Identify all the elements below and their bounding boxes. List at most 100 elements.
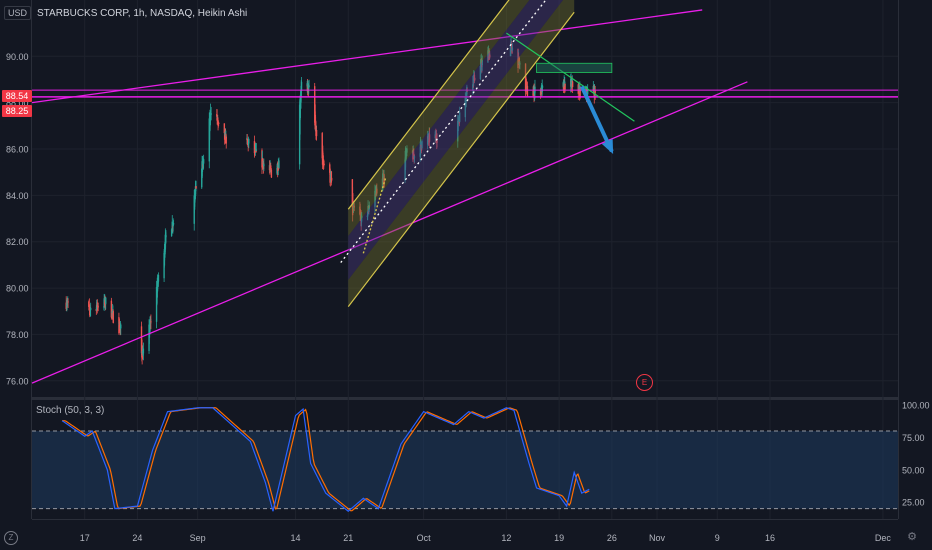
candle-body bbox=[436, 139, 438, 143]
price-tick-label: 90.00 bbox=[6, 52, 29, 62]
candle-body bbox=[308, 85, 310, 87]
candle-body bbox=[534, 86, 536, 93]
drawings-group bbox=[31, 0, 898, 384]
time-tick-label: Nov bbox=[649, 533, 666, 543]
chart-title: STARBUCKS CORP, 1h, NASDAQ, Heikin Ashi bbox=[37, 7, 248, 19]
candle-body bbox=[210, 113, 212, 115]
candle-body bbox=[120, 324, 122, 329]
candle-body bbox=[489, 54, 491, 58]
stoch-k-line[interactable] bbox=[61, 407, 590, 513]
candle-body bbox=[255, 149, 258, 151]
time-tick-label: 19 bbox=[554, 533, 564, 543]
stoch-d-line[interactable] bbox=[62, 407, 590, 512]
stoch-indicator-label[interactable]: Stoch (50, 3, 3) bbox=[36, 405, 105, 416]
candle-body bbox=[413, 156, 416, 158]
candle-body bbox=[142, 348, 145, 354]
stoch-band-fill bbox=[32, 431, 898, 509]
candle-body bbox=[571, 81, 574, 88]
candle-body bbox=[195, 186, 197, 189]
candle-body bbox=[105, 297, 107, 304]
candle-body bbox=[466, 90, 468, 92]
price-badge-upper: 88.54 bbox=[2, 90, 32, 102]
candle-body bbox=[353, 206, 355, 208]
candle-body bbox=[278, 160, 280, 169]
candle-body bbox=[519, 63, 521, 65]
stoch-tick-label: 75.00 bbox=[902, 433, 925, 443]
candle-body bbox=[474, 77, 476, 81]
candle-body bbox=[270, 169, 273, 178]
stoch-band-group bbox=[32, 430, 898, 510]
channel-lower-fill bbox=[348, 0, 575, 307]
stoch-series-group bbox=[61, 407, 590, 513]
channel-upper-fill bbox=[348, 0, 530, 237]
time-tick-label: Dec bbox=[875, 533, 892, 543]
candle-body bbox=[564, 83, 566, 90]
axes-group: 76.00 78.00 80.00 82.00 84.00 86.00 88.00 90.00… bbox=[6, 52, 930, 543]
currency-label[interactable]: USD bbox=[4, 6, 32, 20]
candle-body bbox=[421, 141, 423, 149]
time-tick-label: 24 bbox=[132, 533, 142, 543]
candle-body bbox=[383, 178, 386, 183]
candle-body bbox=[225, 136, 227, 144]
candle-body bbox=[586, 88, 589, 95]
candle-body bbox=[157, 274, 160, 282]
resistance-trendline[interactable] bbox=[31, 9, 703, 104]
price-tick-label: 88.00 bbox=[6, 98, 29, 108]
channel-anchor-line[interactable] bbox=[362, 176, 387, 254]
support-trendline[interactable] bbox=[31, 81, 748, 384]
time-tick-label: Oct bbox=[417, 533, 432, 543]
stoch-tick-label: 100.00 bbox=[902, 401, 930, 411]
downtrend-line[interactable] bbox=[506, 32, 635, 122]
candle-body bbox=[368, 205, 371, 210]
candle-body bbox=[89, 307, 92, 311]
channel-upper-line[interactable] bbox=[347, 0, 574, 210]
candle-body bbox=[579, 89, 581, 98]
candle-body bbox=[217, 122, 220, 124]
gear-icon[interactable]: ⚙ bbox=[907, 531, 917, 543]
candle-body bbox=[594, 90, 596, 94]
pane-separator bbox=[32, 397, 898, 400]
timezone-icon[interactable]: Z bbox=[4, 531, 18, 545]
candle-body bbox=[315, 130, 318, 137]
price-tick-label: 82.00 bbox=[6, 237, 29, 247]
candle-body bbox=[300, 81, 303, 92]
candle-body bbox=[541, 85, 544, 88]
candle-body bbox=[406, 148, 408, 153]
grid bbox=[31, 0, 899, 520]
candle-body bbox=[67, 301, 69, 303]
candle-body bbox=[112, 311, 114, 323]
candle-body bbox=[526, 85, 529, 96]
candle-body bbox=[458, 112, 461, 122]
candle-body bbox=[481, 60, 483, 66]
time-tick-label: Sep bbox=[190, 533, 206, 543]
projection-arrow-head[interactable] bbox=[601, 138, 614, 155]
price-tick-label: 84.00 bbox=[6, 191, 29, 201]
candle-body bbox=[172, 223, 175, 225]
time-tick-label: 21 bbox=[343, 533, 353, 543]
candle-body bbox=[323, 163, 325, 165]
candle-body bbox=[165, 235, 167, 238]
price-tick-label: 80.00 bbox=[6, 284, 29, 294]
candle-body bbox=[511, 47, 514, 50]
candle-body bbox=[263, 164, 265, 167]
candle-body bbox=[376, 188, 378, 194]
time-tick-label: 9 bbox=[715, 533, 720, 543]
candle-body bbox=[330, 177, 333, 181]
earnings-icon[interactable]: E bbox=[636, 374, 653, 391]
stoch-tick-label: 25.00 bbox=[902, 498, 925, 508]
stoch-tick-label: 50.00 bbox=[902, 465, 925, 475]
channel-lower-line[interactable] bbox=[347, 11, 575, 307]
price-tick-label: 78.00 bbox=[6, 330, 29, 340]
resistance-zone-rect[interactable] bbox=[536, 62, 613, 73]
time-tick-label: 14 bbox=[291, 533, 301, 543]
projection-arrow-shaft[interactable] bbox=[579, 85, 614, 153]
candle-body bbox=[428, 134, 431, 142]
channel-midline-dotted[interactable] bbox=[340, 0, 574, 263]
price-tick-label: 76.00 bbox=[6, 376, 29, 386]
candle-body bbox=[97, 306, 99, 308]
candle-body bbox=[150, 321, 152, 323]
price-tick-label: 86.00 bbox=[6, 145, 29, 155]
candle-body bbox=[119, 328, 121, 330]
price-badge-lower: 88.25 bbox=[2, 105, 32, 117]
